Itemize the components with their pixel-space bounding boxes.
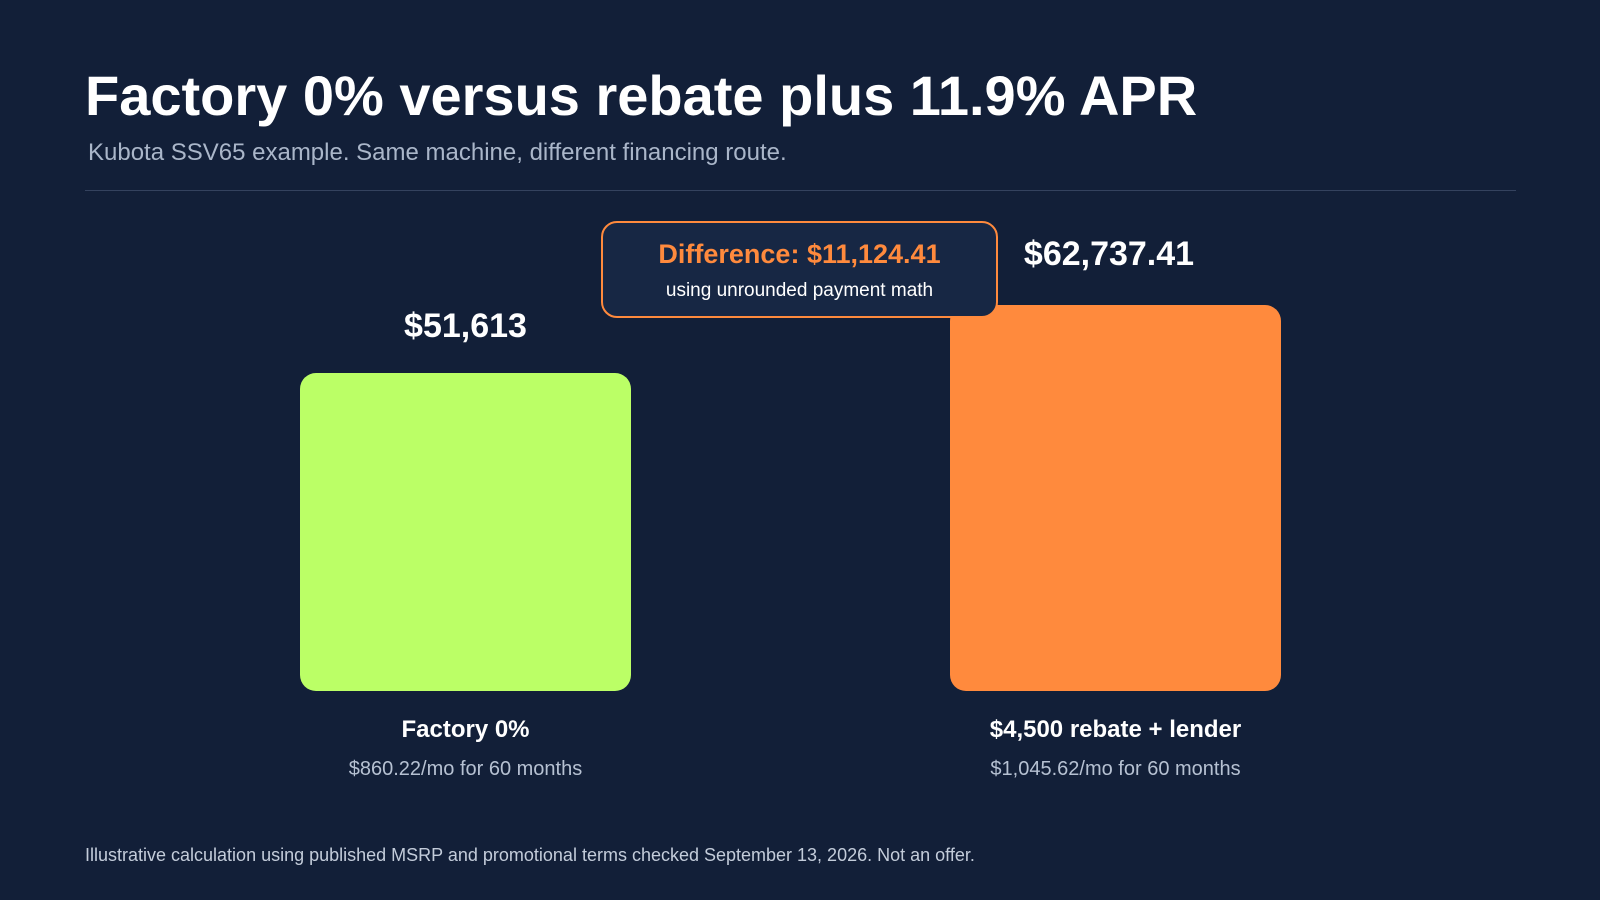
bar-factory [300, 373, 631, 691]
footnote: Illustrative calculation using published… [85, 845, 975, 865]
difference-callout-title: Difference: $11,124.41 [658, 239, 941, 269]
category-label-factory: Factory 0% [401, 716, 530, 743]
bar-rebate [950, 305, 1281, 691]
monthly-payment-label-factory: $860.22/mo for 60 months [348, 758, 583, 780]
chart-subtitle: Kubota SSV65 example. Same machine, diff… [88, 139, 787, 166]
difference-callout: Difference: $11,124.41 using unrounded p… [601, 221, 998, 318]
difference-callout-subtitle: using unrounded payment math [665, 280, 934, 301]
category-label-rebate: $4,500 rebate + lender [989, 716, 1242, 743]
bar-value-label-rebate: $62,737.41 [1023, 235, 1195, 273]
chart-title: Factory 0% versus rebate plus 11.9% APR [85, 64, 1198, 127]
bar-value-label-factory: $51,613 [404, 307, 527, 345]
monthly-payment-label-rebate: $1,045.62/mo for 60 months [990, 758, 1241, 780]
divider [85, 190, 1516, 191]
